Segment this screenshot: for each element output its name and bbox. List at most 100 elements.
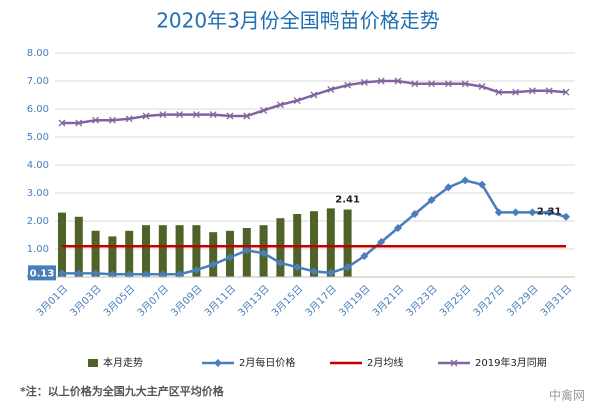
point xyxy=(58,269,66,278)
bar xyxy=(343,209,352,277)
point xyxy=(159,111,167,119)
y-tick-label: 2.00 xyxy=(27,216,49,227)
point xyxy=(142,270,150,279)
point xyxy=(461,176,470,185)
point xyxy=(209,260,218,269)
data-label: 2.41 xyxy=(335,195,360,206)
point xyxy=(209,111,217,119)
point xyxy=(394,224,402,232)
point xyxy=(562,88,570,96)
point xyxy=(175,270,184,279)
point xyxy=(226,112,234,120)
point xyxy=(192,266,201,274)
point xyxy=(158,270,167,279)
data-label-box xyxy=(28,265,56,281)
point xyxy=(428,80,436,88)
point xyxy=(377,77,385,85)
point xyxy=(495,88,503,96)
bar xyxy=(175,225,184,277)
legend-label: 2月均线 xyxy=(367,356,403,369)
point xyxy=(58,119,66,127)
point xyxy=(344,81,352,89)
point xyxy=(242,246,251,255)
point xyxy=(142,112,150,120)
legend-item: 2月均线 xyxy=(330,356,403,369)
chart-title: 2020年3月份全国鸭苗价格走势 xyxy=(156,9,440,33)
legend-item: 本月走势 xyxy=(88,356,143,369)
bar xyxy=(58,212,66,277)
point xyxy=(74,269,83,278)
bar xyxy=(158,225,167,277)
point xyxy=(293,263,302,272)
point xyxy=(377,238,386,246)
point xyxy=(343,263,352,272)
legend-label: 本月走势 xyxy=(103,356,143,369)
legend-swatch xyxy=(88,359,98,367)
legend-item: 2月每日价格 xyxy=(202,356,295,369)
legend-marker xyxy=(450,359,458,367)
point xyxy=(92,116,100,124)
point xyxy=(125,270,134,279)
bar xyxy=(125,230,134,277)
point xyxy=(427,196,436,204)
y-tick-label: 1.00 xyxy=(27,244,49,255)
bar xyxy=(142,225,150,277)
data-label: 0.13 xyxy=(30,268,55,279)
point xyxy=(528,87,536,95)
point xyxy=(562,212,570,221)
point xyxy=(326,268,335,277)
point xyxy=(310,91,318,99)
point xyxy=(411,80,419,88)
point xyxy=(545,87,553,95)
legend-label: 2月每日价格 xyxy=(239,356,295,369)
point xyxy=(243,112,251,120)
bar xyxy=(192,225,201,277)
y-tick-label: 3.00 xyxy=(27,188,49,199)
point xyxy=(125,115,133,123)
bar xyxy=(276,218,285,277)
point xyxy=(176,111,184,119)
point xyxy=(108,270,117,279)
bar xyxy=(326,208,335,277)
y-tick-label: 7.00 xyxy=(27,76,49,87)
point xyxy=(293,97,301,105)
bar xyxy=(91,230,100,277)
point xyxy=(276,259,285,267)
point xyxy=(192,111,200,119)
watermark: 中禽网 xyxy=(549,388,585,403)
bar xyxy=(209,232,218,277)
point xyxy=(91,269,100,278)
bar xyxy=(108,236,117,277)
bar xyxy=(310,211,318,277)
point xyxy=(108,116,116,124)
point xyxy=(478,83,486,91)
data-label: 2.31 xyxy=(537,206,562,217)
point xyxy=(276,101,284,109)
legend-item: 2019年3月同期 xyxy=(438,356,547,369)
footnote: *注：以上价格为全国九大主产区平均价格 xyxy=(20,384,225,398)
point xyxy=(444,183,453,192)
point xyxy=(327,85,335,93)
point xyxy=(360,78,368,86)
point xyxy=(545,208,554,217)
point xyxy=(511,208,520,217)
point xyxy=(461,80,469,88)
point xyxy=(75,119,83,127)
point xyxy=(512,88,520,96)
point xyxy=(394,77,402,85)
point xyxy=(259,249,268,258)
point xyxy=(310,267,318,276)
legend-label: 2019年3月同期 xyxy=(475,356,547,369)
point xyxy=(360,252,369,260)
point xyxy=(478,180,486,189)
y-tick-label: 5.00 xyxy=(27,132,49,143)
legend-marker xyxy=(214,359,222,367)
y-tick-label: 8.00 xyxy=(27,48,49,59)
point xyxy=(260,106,268,114)
point xyxy=(528,208,537,217)
point xyxy=(226,253,234,262)
point xyxy=(494,208,503,217)
y-tick-label: 6.00 xyxy=(27,104,49,115)
